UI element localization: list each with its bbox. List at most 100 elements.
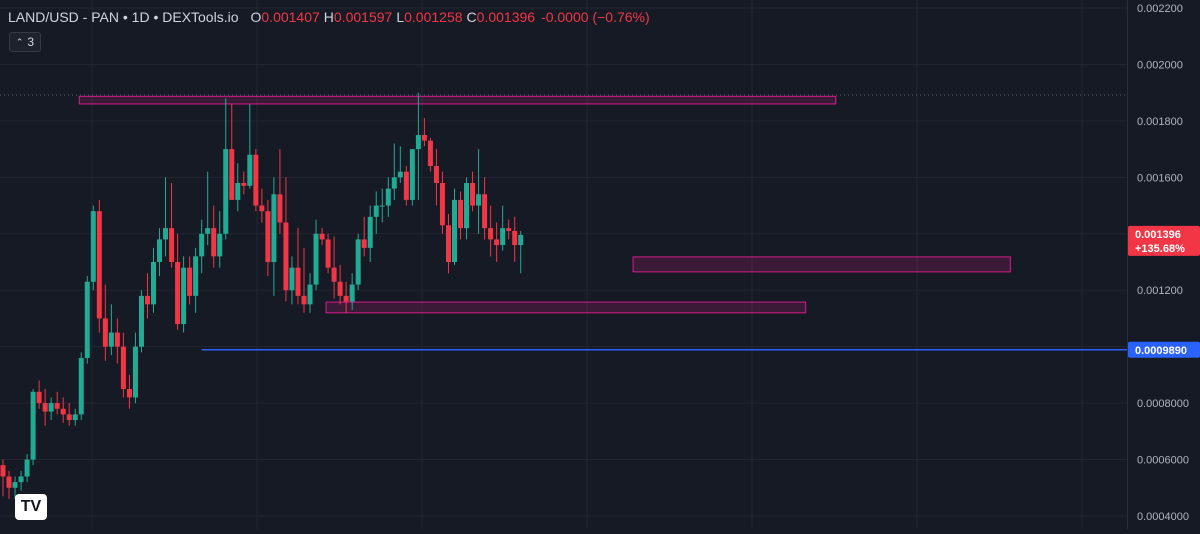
candle	[464, 177, 470, 240]
candle	[391, 143, 397, 200]
candle	[355, 233, 361, 291]
candle-body	[18, 476, 24, 483]
candle-body	[241, 182, 247, 186]
candle	[54, 391, 60, 415]
candle-body	[313, 233, 319, 285]
candle	[247, 103, 253, 189]
indicator-toggle-button[interactable]: ⌃ 3	[9, 32, 41, 52]
price-label-change: +135.68%	[1135, 243, 1185, 255]
y-tick-label: 0.001600	[1137, 172, 1183, 184]
candle-body	[108, 332, 114, 347]
close-value: 0.001396	[476, 9, 536, 25]
chevron-up-icon: ⌃	[15, 36, 24, 47]
candle	[379, 188, 385, 223]
candle	[24, 453, 30, 483]
low-value: 0.001258	[404, 9, 463, 25]
y-tick-label: 0.002000	[1137, 59, 1183, 71]
candle	[108, 304, 114, 356]
low-label: L	[396, 9, 405, 25]
candle	[421, 118, 427, 147]
candle-body	[223, 149, 229, 234]
candle-body	[452, 199, 457, 262]
candle-body	[458, 199, 464, 229]
candle-body	[488, 228, 494, 240]
y-tick-label: 0.0006000	[1137, 455, 1189, 467]
candle-body	[36, 391, 42, 404]
candle-body	[325, 239, 331, 268]
candle	[241, 171, 247, 195]
candle-body	[433, 166, 439, 183]
candle	[476, 149, 482, 234]
candle	[181, 256, 187, 333]
candle	[319, 228, 325, 246]
candle-body	[60, 408, 66, 415]
candle	[271, 177, 277, 296]
candle	[494, 222, 500, 262]
tradingview-logo[interactable]: TV	[15, 494, 47, 520]
candle	[427, 137, 433, 172]
candle	[373, 191, 379, 234]
candle-body	[349, 284, 355, 302]
price-label-bg	[1128, 225, 1200, 256]
candle-body	[247, 154, 253, 186]
candle-body	[319, 233, 325, 240]
chart-legend-header: LAND/USD - PAN • 1D • DEXTools.io O 0.001…	[8, 9, 650, 25]
candle	[175, 233, 181, 330]
candle	[144, 273, 150, 319]
candle	[343, 281, 349, 313]
candle	[229, 103, 235, 200]
candle-body	[289, 267, 295, 291]
candle	[72, 408, 78, 426]
candle-body	[470, 182, 476, 206]
candle	[452, 188, 457, 265]
candle-body	[78, 357, 84, 415]
candle	[157, 228, 163, 277]
candle	[151, 247, 156, 313]
candle	[277, 149, 283, 234]
zone-box	[78, 95, 837, 105]
candle	[385, 177, 391, 217]
candle-body	[90, 211, 96, 282]
candle-body	[48, 403, 54, 412]
candle-body	[506, 228, 512, 231]
candle	[313, 219, 319, 291]
candle	[301, 247, 307, 313]
candle	[458, 191, 464, 240]
open-value: 0.001407	[261, 9, 320, 25]
y-tick-label: 0.0008000	[1137, 398, 1189, 410]
candle-body	[439, 182, 445, 226]
candle-body	[211, 228, 217, 257]
candle-body	[6, 476, 12, 488]
candle	[289, 256, 295, 305]
candle-body	[138, 295, 144, 347]
candle-body	[54, 403, 60, 409]
candle	[512, 216, 518, 262]
candle	[0, 459, 6, 497]
candle-body	[397, 171, 403, 178]
candle	[78, 352, 84, 421]
symbol-title[interactable]: LAND/USD - PAN • 1D • DEXTools.io	[8, 9, 239, 25]
candle-body	[512, 230, 518, 246]
candle-body	[163, 228, 169, 240]
candle-body	[66, 414, 72, 421]
candle	[169, 182, 175, 268]
candle-body	[355, 239, 361, 285]
candle	[102, 284, 108, 361]
zone-box	[325, 301, 807, 314]
candle-body	[421, 135, 427, 141]
candle	[331, 236, 337, 299]
candle	[500, 205, 506, 251]
candle	[415, 92, 421, 200]
candle	[488, 205, 494, 257]
candle-body	[391, 177, 397, 189]
candle	[60, 397, 66, 423]
change-value: -0.0000 (−0.76%)	[541, 9, 650, 25]
candle	[307, 273, 313, 313]
price-label-text: 0.0009890	[1135, 345, 1187, 357]
candle-body	[187, 267, 193, 296]
candle-body	[295, 267, 301, 296]
candle	[367, 205, 373, 262]
candle-body	[415, 135, 421, 150]
